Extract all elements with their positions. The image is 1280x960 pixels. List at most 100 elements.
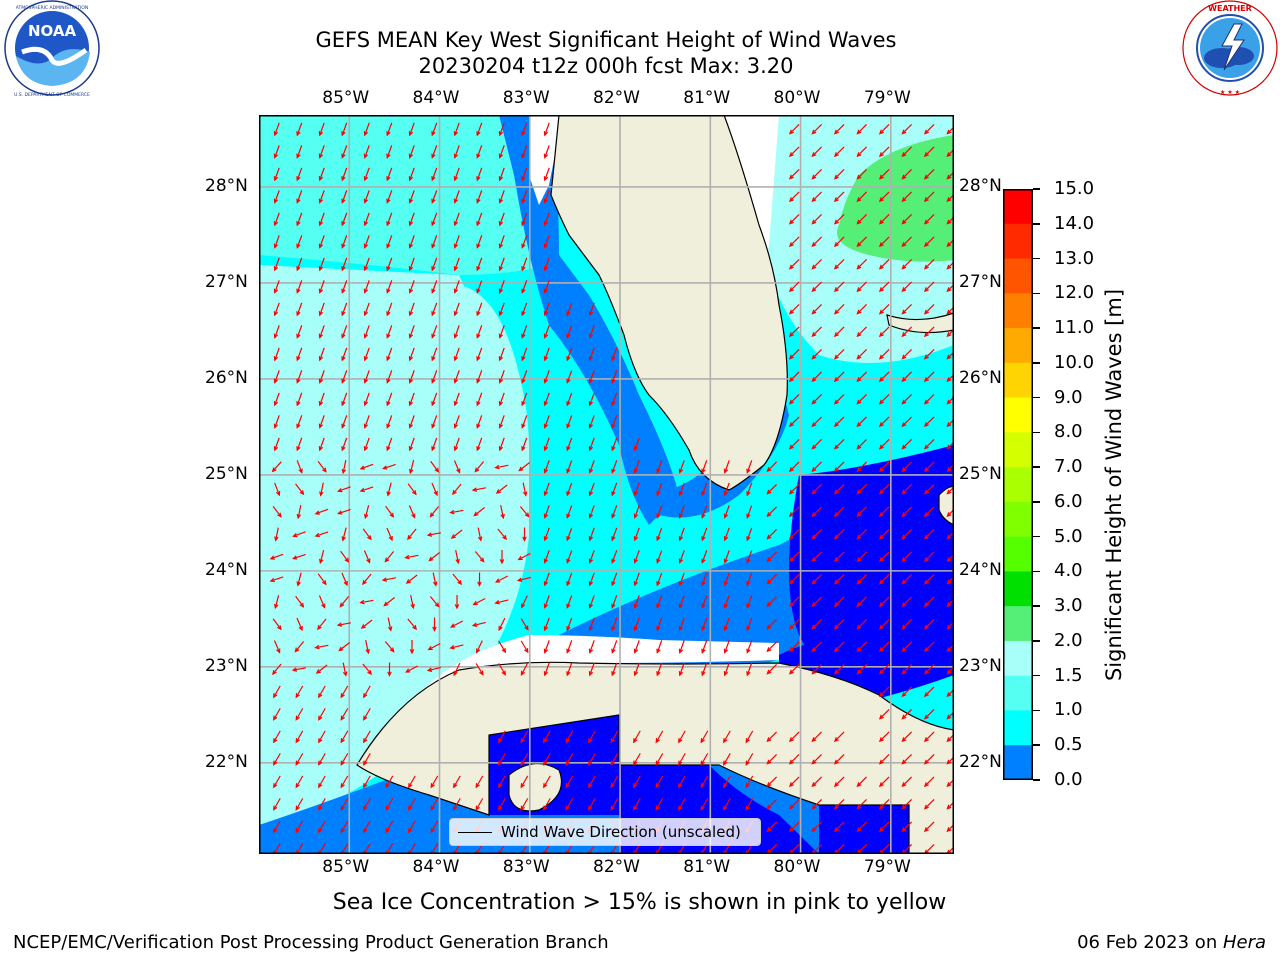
wave-direction-arrowhead bbox=[343, 580, 348, 587]
wave-direction-arrowhead bbox=[431, 131, 436, 137]
wave-direction-arrow bbox=[811, 506, 823, 517]
wave-direction-arrowhead bbox=[409, 649, 415, 655]
wave-direction-arrowhead bbox=[923, 579, 929, 585]
wave-direction-arrow bbox=[544, 572, 550, 586]
wave-direction-arrowhead bbox=[322, 467, 327, 473]
wave-direction-arrowhead bbox=[501, 670, 506, 676]
wave-direction-arrow bbox=[364, 437, 370, 451]
wave-direction-arrow bbox=[295, 483, 304, 495]
wave-direction-arrow bbox=[789, 798, 800, 810]
wave-direction-arrowhead bbox=[295, 693, 300, 699]
wave-direction-arrow bbox=[946, 441, 954, 450]
wave-direction-arrowhead bbox=[341, 356, 346, 362]
wave-direction-arrowhead bbox=[476, 176, 481, 182]
wave-direction-arrowhead bbox=[408, 828, 413, 834]
wave-direction-arrow bbox=[879, 281, 890, 292]
wave-direction-arrow bbox=[610, 730, 619, 743]
wave-direction-arrowhead bbox=[856, 152, 862, 158]
wave-direction-arrow bbox=[295, 595, 304, 608]
wave-direction-arrowhead bbox=[407, 535, 412, 541]
wave-direction-arrowhead bbox=[386, 176, 391, 182]
wave-direction-arrow bbox=[387, 617, 392, 631]
wave-direction-arrow bbox=[337, 622, 352, 626]
wave-direction-arrow bbox=[924, 596, 935, 607]
wave-direction-arrowhead bbox=[811, 354, 817, 360]
wave-direction-arrow bbox=[924, 731, 935, 742]
wave-direction-arrow bbox=[519, 506, 530, 517]
colorbar-band bbox=[1003, 258, 1033, 294]
wave-direction-arrow bbox=[834, 483, 845, 495]
wave-direction-arrowhead bbox=[457, 579, 463, 586]
wave-direction-arrowhead bbox=[678, 468, 684, 474]
wave-direction-arrow bbox=[319, 257, 325, 271]
wave-direction-arrow bbox=[946, 171, 954, 180]
wave-direction-arrowhead bbox=[678, 558, 684, 564]
wave-direction-arrowhead bbox=[426, 667, 433, 672]
wave-direction-arrowhead bbox=[295, 738, 300, 744]
wave-direction-arrowhead bbox=[878, 579, 884, 585]
wave-direction-arrowhead bbox=[588, 356, 594, 362]
wave-direction-arrowhead bbox=[318, 783, 323, 789]
wave-direction-arrowhead bbox=[878, 399, 884, 405]
wave-direction-arrow bbox=[766, 528, 778, 540]
wave-direction-arrow bbox=[473, 507, 486, 516]
wave-direction-arrow bbox=[924, 393, 935, 405]
wave-direction-arrow bbox=[879, 753, 890, 765]
wave-direction-arrow bbox=[544, 212, 550, 226]
wave-direction-arrow bbox=[879, 596, 890, 607]
wave-direction-arrow bbox=[611, 437, 618, 451]
wave-direction-arrowhead bbox=[856, 309, 862, 315]
wave-direction-arrowhead bbox=[833, 489, 839, 495]
wave-direction-arrowhead bbox=[833, 354, 839, 360]
wave-direction-arrow bbox=[611, 662, 618, 676]
wave-direction-arrowhead bbox=[610, 760, 615, 766]
wave-direction-arrowhead bbox=[923, 129, 929, 135]
wave-direction-arrowhead bbox=[273, 153, 279, 159]
wave-direction-arrow bbox=[363, 775, 371, 788]
wave-direction-arrowhead bbox=[498, 760, 503, 766]
wave-direction-arrow bbox=[295, 730, 304, 743]
wave-direction-arrowhead bbox=[901, 782, 907, 788]
wave-direction-arrow bbox=[521, 280, 528, 293]
wave-direction-arrowhead bbox=[901, 602, 907, 608]
wave-direction-arrow bbox=[946, 216, 954, 225]
wave-direction-arrowhead bbox=[384, 557, 390, 563]
colorbar-tick-label: 5.0 bbox=[1054, 525, 1083, 547]
colorbar-tick-label: 12.0 bbox=[1054, 282, 1095, 304]
wave-direction-arrow bbox=[498, 617, 506, 631]
wave-direction-arrow bbox=[476, 302, 483, 316]
colorbar-band bbox=[1003, 571, 1033, 607]
wave-direction-arrowhead bbox=[946, 219, 952, 225]
wave-direction-arrow bbox=[315, 531, 329, 537]
wave-direction-arrowhead bbox=[723, 581, 729, 587]
wave-direction-arrow bbox=[746, 482, 753, 496]
colorbar-tick bbox=[1033, 535, 1040, 538]
wave-direction-arrowhead bbox=[946, 647, 952, 653]
wave-direction-arrow bbox=[476, 370, 483, 383]
wave-direction-arrowhead bbox=[522, 491, 528, 497]
wave-direction-arrow bbox=[924, 641, 935, 652]
wave-direction-arrow bbox=[452, 483, 462, 495]
wave-direction-arrow bbox=[834, 551, 845, 562]
wave-direction-arrowhead bbox=[701, 491, 706, 497]
wave-direction-arrow bbox=[543, 753, 551, 765]
wave-direction-arrowhead bbox=[745, 738, 750, 744]
colorbar-band bbox=[1003, 397, 1033, 433]
wave-direction-arrow bbox=[588, 775, 596, 788]
wave-direction-arrowhead bbox=[341, 333, 346, 339]
wave-direction-arrowhead bbox=[520, 805, 525, 811]
wave-direction-arrow bbox=[901, 506, 913, 517]
wave-direction-arrowhead bbox=[788, 489, 794, 495]
wave-direction-arrow bbox=[409, 370, 415, 383]
wave-direction-arrowhead bbox=[276, 648, 281, 654]
wave-direction-arrowhead bbox=[788, 669, 794, 675]
wave-direction-arrow bbox=[656, 527, 663, 541]
wave-direction-arrow bbox=[431, 482, 438, 496]
wave-direction-arrowhead bbox=[901, 197, 907, 203]
wave-direction-arrowhead bbox=[386, 378, 391, 384]
wave-direction-arrowhead bbox=[363, 715, 368, 721]
wave-direction-arrow bbox=[811, 236, 823, 247]
wave-direction-arrowhead bbox=[566, 648, 571, 654]
wave-direction-arrow bbox=[924, 528, 935, 540]
wave-direction-arrowhead bbox=[811, 219, 817, 225]
